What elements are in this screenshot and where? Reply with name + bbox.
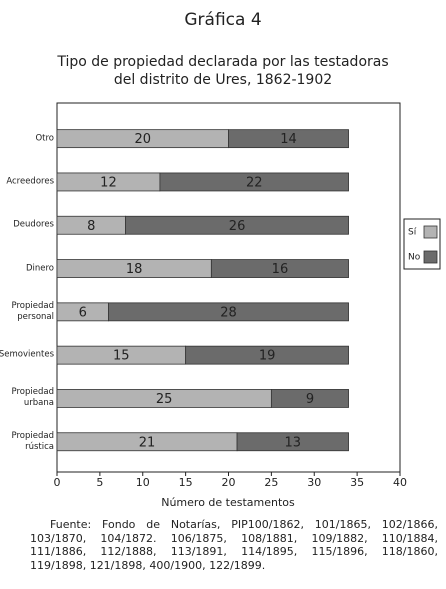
chart-title: Tipo de propiedad declarada por las test… — [56, 54, 388, 70]
y-tick-label: Deudores — [13, 219, 54, 230]
value-label: 25 — [156, 392, 173, 407]
x-tick-label: 35 — [350, 476, 364, 489]
value-label: 19 — [259, 349, 276, 364]
bar-segment — [236, 432, 349, 452]
y-tick-label: Otro — [35, 133, 54, 144]
chart-subtitle: del distrito de Ures, 1862-1902 — [114, 72, 332, 88]
value-label: 12 — [100, 175, 117, 190]
value-label: 20 — [134, 132, 151, 147]
y-tick-label: Propiedad urbana — [11, 387, 54, 409]
source-note: Fuente: Fondo de Notarías, PIP100/1862, … — [30, 518, 438, 572]
value-label: 26 — [229, 219, 246, 234]
x-tick-label: 40 — [393, 476, 407, 489]
value-label: 15 — [113, 349, 130, 364]
bar-segment — [210, 259, 349, 278]
legend-swatch — [423, 250, 438, 264]
value-label: 28 — [220, 305, 237, 320]
value-label: 13 — [285, 435, 302, 450]
value-label: 22 — [246, 175, 263, 190]
x-tick-label: 0 — [54, 476, 61, 489]
x-tick-label: 15 — [179, 476, 193, 489]
value-label: 18 — [126, 262, 143, 277]
bar-segment — [185, 345, 349, 365]
y-tick-label: Propiedad rústica — [11, 430, 54, 452]
legend-label: No — [408, 253, 421, 263]
x-tick-label: 10 — [136, 476, 150, 489]
plot-frame — [56, 102, 401, 473]
value-label: 9 — [306, 392, 314, 407]
bar-segment — [108, 302, 349, 322]
y-tick-label: Dinero — [25, 263, 54, 274]
value-label: 8 — [87, 219, 95, 234]
value-label: 16 — [272, 262, 289, 277]
bar-segment — [228, 129, 349, 149]
y-tick-label: Acreedores — [6, 176, 54, 187]
value-label: 21 — [139, 435, 156, 450]
x-tick-label: 30 — [307, 476, 321, 489]
legend-swatch — [423, 225, 438, 239]
x-tick-label: 5 — [96, 476, 103, 489]
bar-segment — [125, 215, 349, 235]
legend-label: Sí — [408, 228, 417, 238]
y-tick-label: Semovientes — [0, 349, 54, 360]
value-label: 6 — [79, 305, 87, 320]
bar-segment — [270, 389, 349, 408]
y-tick-label: Propiedad personal — [11, 300, 54, 322]
chart-header: Gráfica 4 — [184, 10, 261, 30]
value-label: 14 — [280, 132, 297, 147]
x-tick-label: 20 — [222, 476, 236, 489]
x-tick-label: 25 — [264, 476, 278, 489]
x-axis-label: Número de testamentos — [161, 496, 295, 509]
bar-segment — [159, 172, 349, 192]
